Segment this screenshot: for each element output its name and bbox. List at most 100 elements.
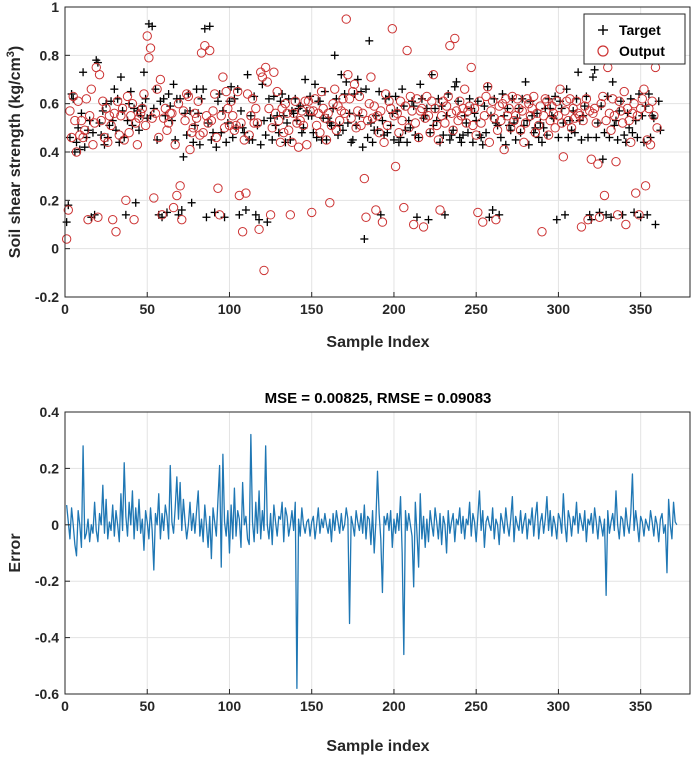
output-point: [410, 118, 421, 128]
target-point: [488, 206, 497, 214]
target-point: [69, 94, 78, 103]
output-point: [177, 214, 187, 225]
output-point: [172, 190, 182, 201]
output-point: [399, 202, 409, 213]
scatter-ytick-label: 0: [51, 241, 59, 257]
target-point: [164, 90, 173, 98]
target-point: [334, 131, 343, 140]
output-point: [640, 181, 651, 191]
output-point: [279, 127, 289, 138]
output-point: [134, 113, 144, 123]
output-point: [224, 120, 235, 131]
output-point: [404, 123, 414, 133]
target-point: [213, 97, 222, 106]
output-point: [525, 111, 536, 121]
target-point: [577, 135, 586, 144]
output-point: [249, 118, 259, 128]
output-point: [155, 74, 166, 85]
output-point: [348, 86, 358, 97]
target-point: [80, 143, 89, 152]
output-point: [264, 103, 274, 114]
target-point: [350, 90, 359, 98]
output-point: [323, 108, 333, 119]
output-point: [61, 234, 72, 244]
output-point: [509, 115, 519, 126]
error-plot-area: [65, 412, 690, 694]
output-point: [302, 140, 312, 150]
target-point: [490, 94, 499, 103]
target-point: [236, 106, 245, 115]
output-point: [122, 91, 133, 102]
target-point: [227, 82, 236, 91]
target-point: [378, 116, 387, 125]
output-point: [402, 45, 412, 56]
output-point: [139, 89, 149, 99]
output-point: [103, 137, 113, 148]
output-point: [384, 96, 394, 106]
output-point: [446, 108, 457, 119]
output-point: [104, 111, 115, 121]
target-point: [505, 121, 514, 130]
target-point: [536, 119, 545, 127]
output-point: [145, 43, 156, 53]
output-point: [362, 115, 373, 126]
output-point: [198, 127, 208, 138]
target-point: [628, 128, 637, 137]
output-point: [515, 125, 526, 135]
scatter-panel: 0 50 100 150 200 250 300 350-0.200.20.40.60.81 …: [5, 0, 691, 351]
target-point: [592, 133, 601, 142]
output-point: [68, 91, 78, 102]
target-point: [264, 94, 273, 103]
output-point: [413, 132, 424, 143]
output-point: [163, 118, 174, 128]
output-point: [565, 94, 575, 104]
output-point: [583, 214, 593, 225]
target-point: [424, 215, 433, 224]
output-point: [111, 227, 121, 237]
output-point: [132, 140, 143, 150]
target-point: [141, 94, 150, 103]
target-point: [649, 114, 658, 123]
target-point: [539, 123, 548, 132]
target-point: [445, 135, 454, 144]
output-point: [578, 115, 588, 126]
output-point: [474, 96, 485, 106]
target-point: [340, 90, 349, 98]
output-point: [555, 84, 565, 94]
target-point: [146, 111, 155, 120]
target-point: [432, 116, 441, 125]
output-point: [366, 72, 376, 82]
output-point: [116, 111, 126, 121]
target-point: [412, 213, 421, 222]
output-point: [494, 101, 504, 111]
error-xlabel: Sample index: [326, 738, 429, 755]
output-point: [83, 214, 93, 225]
output-point: [594, 212, 605, 222]
error-axes-box: [64, 411, 691, 695]
target-point: [182, 131, 191, 140]
scatter-ytick-label: 0.6: [40, 96, 60, 112]
output-point: [400, 101, 411, 111]
target-point: [162, 208, 171, 217]
output-point: [274, 115, 284, 126]
output-point: [114, 130, 124, 140]
output-point: [154, 132, 164, 143]
output-point: [112, 96, 123, 106]
target-point: [585, 210, 594, 219]
output-point: [361, 212, 371, 222]
legend: Target Output: [583, 13, 686, 65]
output-point: [364, 98, 374, 109]
output-point: [612, 210, 623, 220]
output-point: [535, 101, 546, 111]
output-point: [496, 115, 506, 126]
target-point: [218, 106, 227, 115]
output-point: [129, 214, 139, 225]
output-point: [221, 86, 231, 97]
target-point: [311, 80, 319, 89]
output-point: [543, 130, 554, 140]
target-point: [327, 121, 336, 130]
target-point: [62, 218, 71, 227]
output-point: [195, 130, 205, 140]
output-point: [285, 210, 296, 220]
output-point: [473, 207, 483, 218]
